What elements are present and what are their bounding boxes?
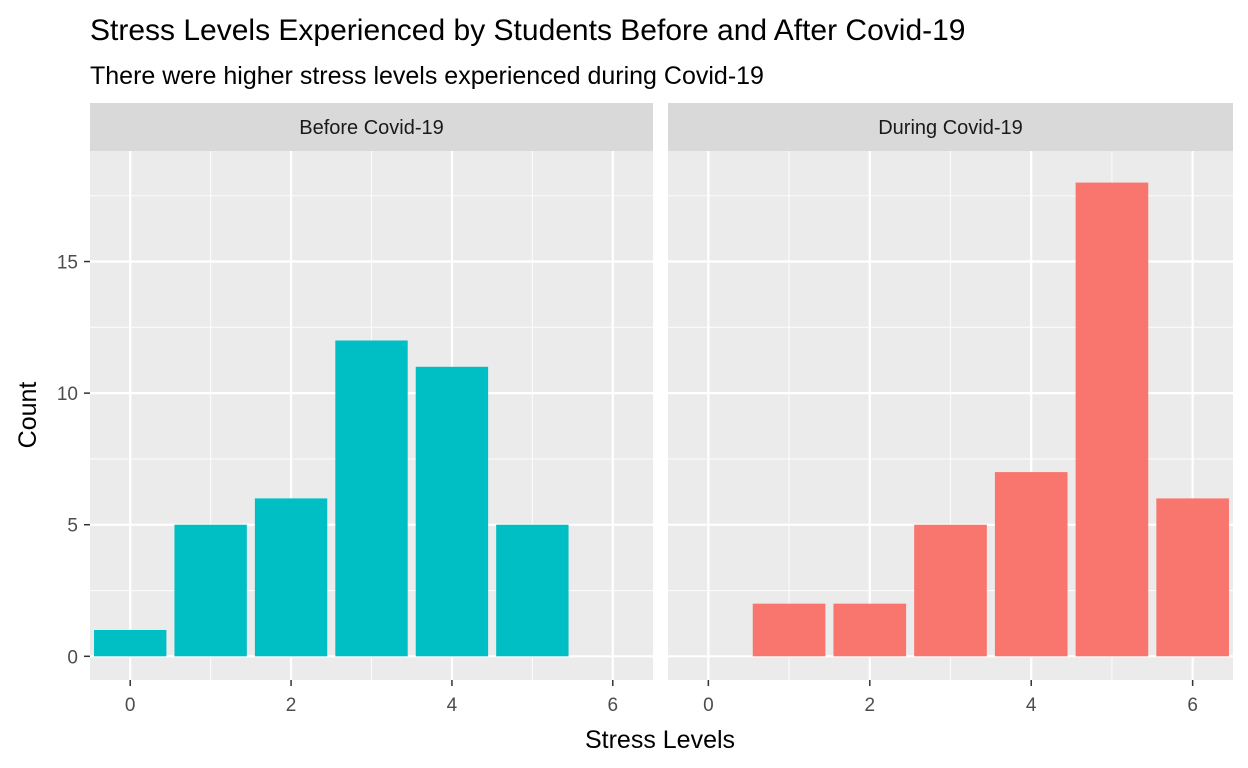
y-axis-title: Count [14,382,42,449]
bar-0-x2 [254,498,328,657]
bar-0-x4 [415,366,489,657]
x-axis-title: Stress Levels [585,726,735,754]
x-axis-tick-label: 0 [125,695,136,716]
x-axis-tick-label: 2 [286,695,297,716]
facet-strip-label: During Covid-19 [878,117,1023,139]
y-axis-tick-label: 10 [57,384,78,405]
bar-1-x3 [914,524,987,657]
bar-1-x1 [752,603,826,657]
facet-strip-label: Before Covid-19 [299,117,444,139]
bar-0-x5 [496,524,569,657]
panel-1: During Covid-19 0 2 4 6 [668,103,1233,716]
chart-subtitle: There were higher stress levels experien… [90,62,764,90]
x-axis-tick-label: 4 [447,695,458,716]
x-axis-tick-label: 6 [607,695,618,716]
y-axis-tick-label: 5 [67,516,78,537]
facet-strip [90,103,653,151]
chart-title: Stress Levels Experienced by Students Be… [90,14,966,47]
bar-1-x6 [1156,498,1229,657]
bar-0-x0 [94,629,167,657]
y-axis-tick-label: 15 [57,253,78,274]
facet-strip [668,103,1233,151]
facet-panels: Before Covid-19 0 2 4 6 0 5 10 15 During Covid-19… [57,103,1233,716]
bar-1-x2 [833,603,907,657]
panel-0: Before Covid-19 0 2 4 6 0 5 10 15 [57,103,653,716]
x-axis-tick-label: 2 [864,695,875,716]
x-axis-tick-label: 6 [1187,695,1198,716]
bar-0-x3 [335,340,408,657]
bar-1-x4 [994,472,1068,657]
x-axis-tick-label: 0 [703,695,714,716]
x-axis-tick-label: 4 [1026,695,1037,716]
bar-0-x1 [174,524,247,657]
bar-1-x5 [1075,182,1149,657]
y-axis-tick-label: 0 [67,647,78,668]
